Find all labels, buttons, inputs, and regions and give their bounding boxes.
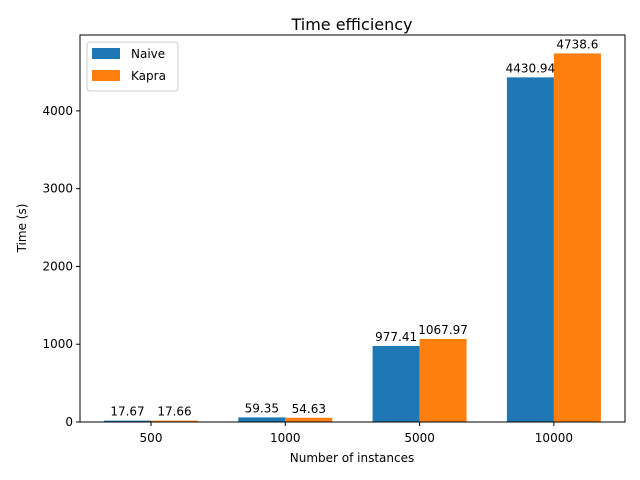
legend-label-naive: Naive: [131, 47, 165, 61]
bar-kapra-5000: [419, 338, 467, 422]
y-tick-label: 0: [65, 415, 73, 429]
x-tick-label: 5000: [404, 431, 435, 445]
legend-swatch-kapra: [92, 70, 120, 81]
x-axis-label: Number of instances: [290, 451, 415, 465]
legend-swatch-naive: [92, 48, 120, 59]
bars-layer: [104, 53, 601, 423]
y-tick-label: 4000: [42, 104, 73, 118]
data-label-kapra-500: 17.66: [157, 405, 191, 419]
legend-label-kapra: Kapra: [131, 69, 166, 83]
y-axis-ticks: 0 1000 2000 3000 4000: [42, 104, 80, 429]
bar-naive-10000: [506, 77, 554, 422]
data-label-kapra-10000: 4738.6: [556, 37, 598, 51]
y-tick-label: 1000: [42, 337, 73, 351]
bar-kapra-1000: [285, 417, 333, 422]
x-tick-label: 10000: [535, 431, 573, 445]
legend: Naive Kapra: [86, 41, 179, 92]
plot-frame: [79, 34, 626, 423]
x-tick-label: 1000: [270, 431, 301, 445]
y-tick-label: 3000: [42, 182, 73, 196]
data-label-naive-5000: 977.41: [375, 330, 417, 344]
bar-kapra-10000: [553, 53, 601, 423]
x-axis-ticks: 500 1000 5000 10000: [140, 422, 573, 445]
y-tick-label: 2000: [42, 259, 73, 273]
data-label-naive-1000: 59.35: [245, 401, 279, 415]
x-tick-label: 500: [140, 431, 163, 445]
bar-naive-1000: [238, 417, 286, 422]
bar-naive-500: [104, 420, 151, 422]
data-label-kapra-1000: 54.63: [292, 402, 326, 416]
bar-kapra-500: [151, 420, 198, 422]
data-label-naive-10000: 4430.94: [506, 61, 556, 75]
data-label-naive-500: 17.67: [110, 405, 144, 419]
data-label-kapra-5000: 1067.97: [418, 323, 468, 337]
bar-naive-5000: [372, 345, 420, 422]
y-axis-label: Time (s): [15, 204, 29, 254]
chart-title: Time efficiency: [290, 15, 412, 34]
